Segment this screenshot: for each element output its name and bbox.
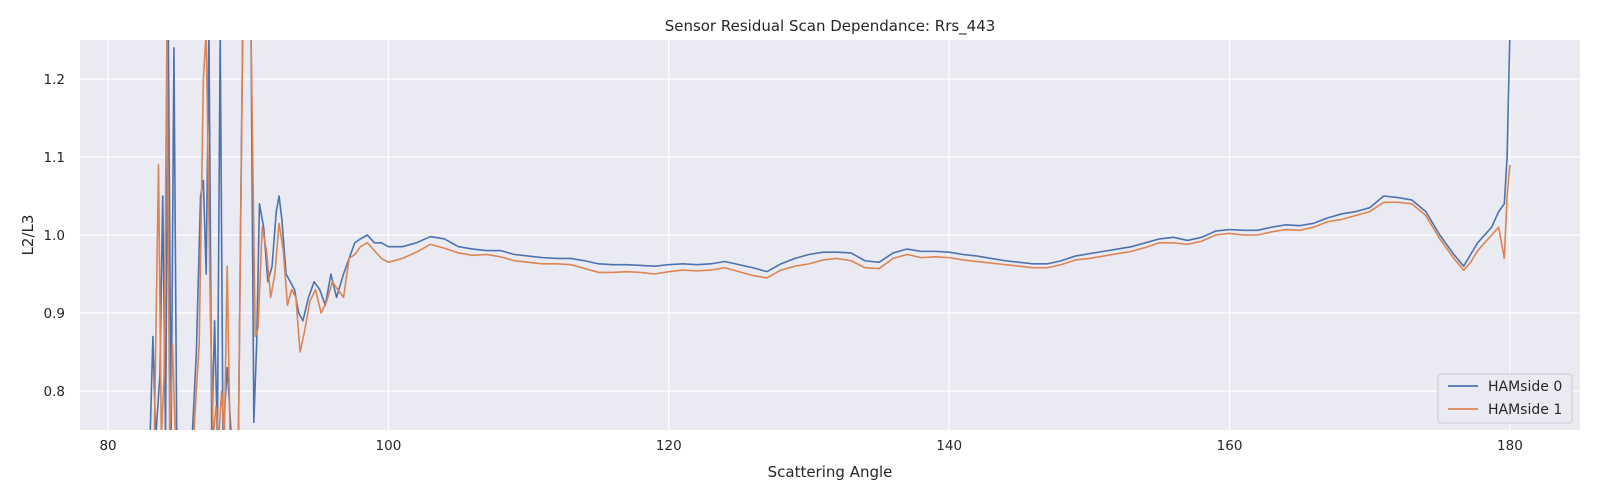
x-tick-label: 160 (1217, 438, 1243, 454)
series-layer (149, 40, 1511, 430)
y-tick-label: 0.8 (44, 384, 65, 400)
y-tick-label: 1.2 (44, 72, 65, 88)
y-tick-label: 1.1 (44, 150, 65, 166)
y-axis-label: L2/L3 (19, 215, 37, 256)
chart-title: Sensor Residual Scan Dependance: Rrs_443 (665, 17, 996, 36)
x-tick-label: 120 (656, 438, 682, 454)
y-tick-label: 1.0 (44, 228, 65, 244)
y-tick-label: 0.9 (44, 306, 65, 322)
x-tick-label: 100 (376, 438, 402, 454)
legend-label-hamside-0: HAMside 0 (1488, 379, 1562, 395)
legend: HAMside 0 HAMside 1 (1437, 373, 1573, 424)
grid-lines (80, 40, 1580, 430)
tick-labels: 80 100 120 140 160 180 0.8 0.9 1.0 1.1 1.2 (44, 72, 1523, 454)
x-tick-label: 80 (99, 438, 116, 454)
x-axis-label: Scattering Angle (768, 463, 893, 481)
series-line-hamside-1 (153, 40, 1511, 430)
x-tick-label: 180 (1497, 438, 1523, 454)
x-tick-label: 140 (936, 438, 962, 454)
legend-label-hamside-1: HAMside 1 (1488, 402, 1562, 418)
